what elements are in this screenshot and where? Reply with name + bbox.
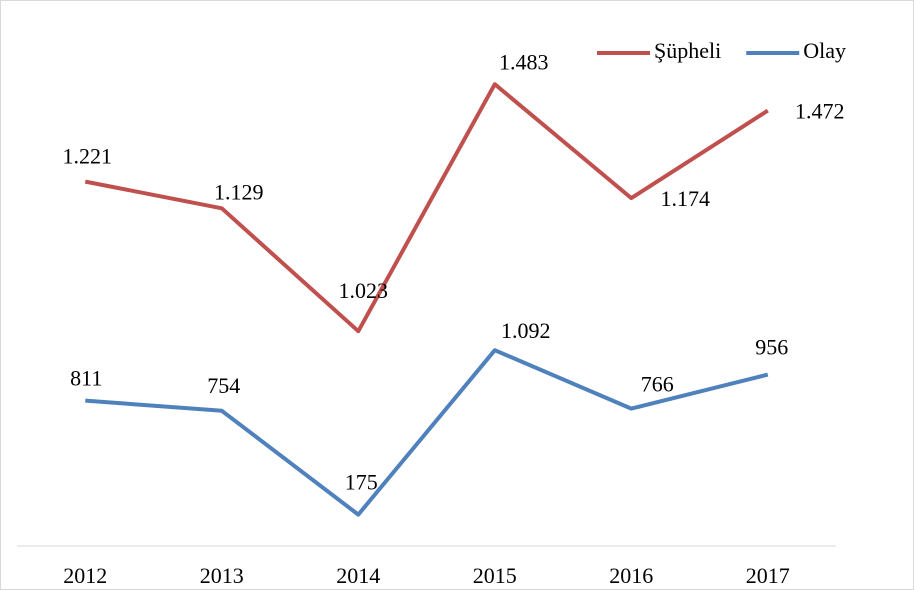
data-label: 1.023: [339, 278, 389, 303]
x-tick-label: 2012: [63, 563, 107, 588]
x-tick-label: 2014: [336, 563, 380, 588]
data-label: 766: [641, 372, 674, 397]
x-tick-label: 2017: [746, 563, 790, 588]
data-label: 1.092: [501, 318, 551, 343]
legend-label: Şüpheli: [654, 38, 721, 63]
data-label: 1.472: [795, 99, 845, 124]
data-label: 754: [207, 373, 240, 398]
data-label: 811: [70, 366, 102, 391]
data-label: 1.129: [214, 179, 264, 204]
x-tick-label: 2016: [609, 563, 653, 588]
x-tick-label: 2013: [200, 563, 244, 588]
data-label: 1.483: [499, 49, 549, 74]
data-label: 956: [755, 335, 788, 360]
data-label: 1.174: [661, 186, 711, 211]
x-tick-label: 2015: [473, 563, 517, 588]
data-label: 175: [345, 470, 378, 495]
legend-label: Olay: [803, 38, 846, 63]
data-label: 1.221: [63, 144, 113, 169]
series-line: [85, 348, 769, 517]
series-line: [84, 82, 769, 334]
